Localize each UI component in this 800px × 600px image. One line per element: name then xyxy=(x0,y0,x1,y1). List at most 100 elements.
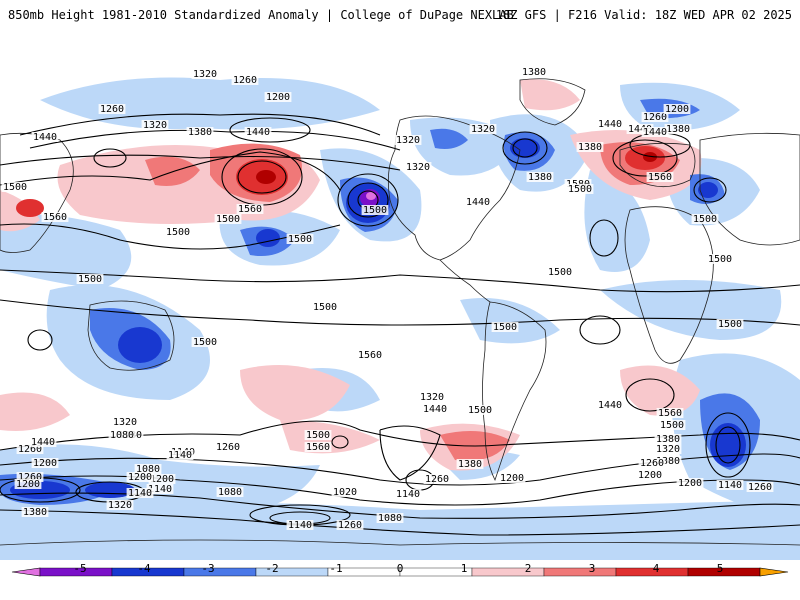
contour-label: 1380 xyxy=(458,459,482,470)
contour-label: 1500 xyxy=(216,214,240,225)
colorbar-segment xyxy=(687,567,761,577)
contour-label: 1440 xyxy=(643,127,667,138)
contour-label-bg xyxy=(394,135,422,145)
contour-label-bg xyxy=(526,172,554,182)
contour-label: 1200 xyxy=(33,458,57,469)
contour-label: 1500 xyxy=(288,234,312,245)
contour-label: 1500 xyxy=(363,205,387,216)
contour-label-bg xyxy=(16,444,44,454)
contour-label-bg xyxy=(520,67,548,77)
contour-label-bg xyxy=(331,487,359,497)
contour-label: 1320 xyxy=(406,162,430,173)
contour-label: 1500 xyxy=(493,322,517,333)
contour-label: 1260 xyxy=(100,104,124,115)
contour-label-bg xyxy=(464,197,492,207)
colorbar-tick-label: 0 xyxy=(396,562,404,575)
contour-label-bg xyxy=(31,132,59,142)
model-run-info: 18Z GFS | F216 Valid: 18Z WED APR 02 202… xyxy=(495,8,792,22)
contour-label-bg xyxy=(654,444,682,454)
contour-label: 1440 xyxy=(31,437,55,448)
contour-label-bg xyxy=(746,482,774,492)
contour-label: 1380 xyxy=(528,172,552,183)
contour-label-bg xyxy=(626,124,654,134)
contour-label-bg xyxy=(469,124,497,134)
contour-label: 1080 xyxy=(110,430,134,441)
contour-label-bg xyxy=(29,437,57,447)
contour-label: 1200 xyxy=(638,470,662,481)
contour-label-bg xyxy=(141,120,169,130)
contour-label: 1140 xyxy=(396,489,420,500)
contour-label-bg xyxy=(41,212,69,222)
contour-label: 1320 xyxy=(656,444,680,455)
contour-label: 1500 xyxy=(193,337,217,348)
contour-label-bg xyxy=(286,234,314,244)
contour-label-bg xyxy=(491,322,519,332)
contour-label: 1560 xyxy=(658,408,682,419)
contour-label-bg xyxy=(716,480,744,490)
contour-label: 1260 xyxy=(643,112,667,123)
contour-label-bg xyxy=(98,104,126,114)
contour-label: 1020 xyxy=(333,487,357,498)
colorbar-right-arrow xyxy=(759,567,789,577)
header: 850mb Height 1981-2010 Standardized Anom… xyxy=(0,0,800,34)
contour-label-bg xyxy=(641,112,669,122)
colorbar-tick-label: 2 xyxy=(524,562,532,575)
contour-label: 1260 xyxy=(640,458,664,469)
pos4-regions xyxy=(256,152,657,184)
contour-label: 1380 xyxy=(23,507,47,518)
contour-label: 1320 xyxy=(471,124,495,135)
colorbar-tick-label: -3 xyxy=(201,562,215,575)
contour-label: 1500 xyxy=(166,227,190,238)
contour-label-bg xyxy=(656,408,684,418)
contour-label-bg xyxy=(423,474,451,484)
contour-label-bg xyxy=(716,319,744,329)
contour-label-bg xyxy=(654,434,682,444)
contour-label: 1200 xyxy=(266,92,290,103)
anomaly-map: 1320 1260 1200 1380 1260 1320 1380 1440 1260 1200… xyxy=(0,40,800,560)
contour-label-bg xyxy=(304,442,332,452)
contour-label-bg xyxy=(16,472,44,482)
colorbar-tick-label: 5 xyxy=(716,562,724,575)
contour-label-bg xyxy=(76,274,104,284)
contour-label-bg xyxy=(134,464,162,474)
contour-label: 1320 xyxy=(193,69,217,80)
contour-label-bg xyxy=(636,470,664,480)
contour-label: 1080 xyxy=(378,513,402,524)
contour-label-bg xyxy=(126,472,154,482)
contour-label-bg xyxy=(191,337,219,347)
contour-label-bg xyxy=(376,513,404,523)
contour-label: 1140 xyxy=(288,520,312,531)
contour-label: 1440 xyxy=(466,197,490,208)
contour-label: 1200 xyxy=(678,478,702,489)
contour-label: 1560 xyxy=(306,442,330,453)
contour-label: 1440 xyxy=(598,119,622,130)
contour-label-bg xyxy=(236,204,264,214)
contour-label-bg xyxy=(658,420,686,430)
contour-label-bg xyxy=(21,507,49,517)
contour-label: 1500 xyxy=(313,302,337,313)
contour-label-bg xyxy=(596,119,624,129)
contour-label: 1200 xyxy=(150,474,174,485)
contour-label-bg xyxy=(111,417,139,427)
colorbar-left-arrow xyxy=(11,567,41,577)
contour-label-bg xyxy=(244,127,272,137)
contour-label: 1500 xyxy=(660,420,684,431)
contour-label: 1440 xyxy=(598,400,622,411)
contour-label: 1440 xyxy=(246,127,270,138)
contour-label: 1500 xyxy=(78,274,102,285)
colorbar-tick-label: -1 xyxy=(329,562,343,575)
contour-label: 1560 xyxy=(648,172,672,183)
contour-label-bg xyxy=(264,92,292,102)
contour-label-bg xyxy=(418,392,446,402)
contour-label-bg xyxy=(663,104,691,114)
contour-label-bg xyxy=(706,254,734,264)
contour-label: 1200 xyxy=(128,472,152,483)
contour-label: 1140 xyxy=(168,450,192,461)
colorbar-tick-label: 1 xyxy=(460,562,468,575)
contour-label-bg xyxy=(421,404,449,414)
contour-label-bg xyxy=(566,184,594,194)
colorbar-segment xyxy=(183,567,257,577)
contour-label-bg xyxy=(456,459,484,469)
